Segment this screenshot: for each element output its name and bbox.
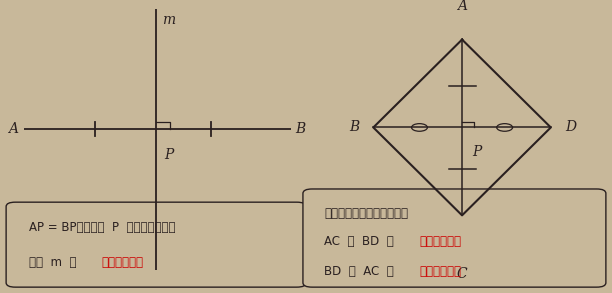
Text: B: B — [349, 120, 359, 134]
Text: AP = BPとなる点  P  に垂線を引いた: AP = BPとなる点 P に垂線を引いた — [29, 221, 176, 234]
Text: 垂直二等分線: 垂直二等分線 — [419, 265, 461, 278]
Text: 直線  m  が: 直線 m が — [29, 256, 81, 269]
Text: ひし形の対角線はそれぞれ: ひし形の対角線はそれぞれ — [324, 207, 408, 220]
Text: B: B — [296, 122, 306, 136]
Text: 垂直二等分線: 垂直二等分線 — [102, 256, 144, 269]
FancyBboxPatch shape — [303, 189, 606, 287]
FancyBboxPatch shape — [6, 202, 306, 287]
Text: 垂直二等分線: 垂直二等分線 — [419, 235, 461, 248]
Text: A: A — [457, 0, 467, 13]
Text: P: P — [165, 148, 174, 162]
Text: D: D — [565, 120, 576, 134]
Text: m: m — [162, 13, 175, 27]
Text: AC  は  BD  の: AC は BD の — [324, 235, 394, 248]
Text: BD  は  AC  の: BD は AC の — [324, 265, 394, 278]
Text: P: P — [472, 145, 482, 159]
Text: C: C — [457, 267, 468, 281]
Text: A: A — [9, 122, 18, 136]
